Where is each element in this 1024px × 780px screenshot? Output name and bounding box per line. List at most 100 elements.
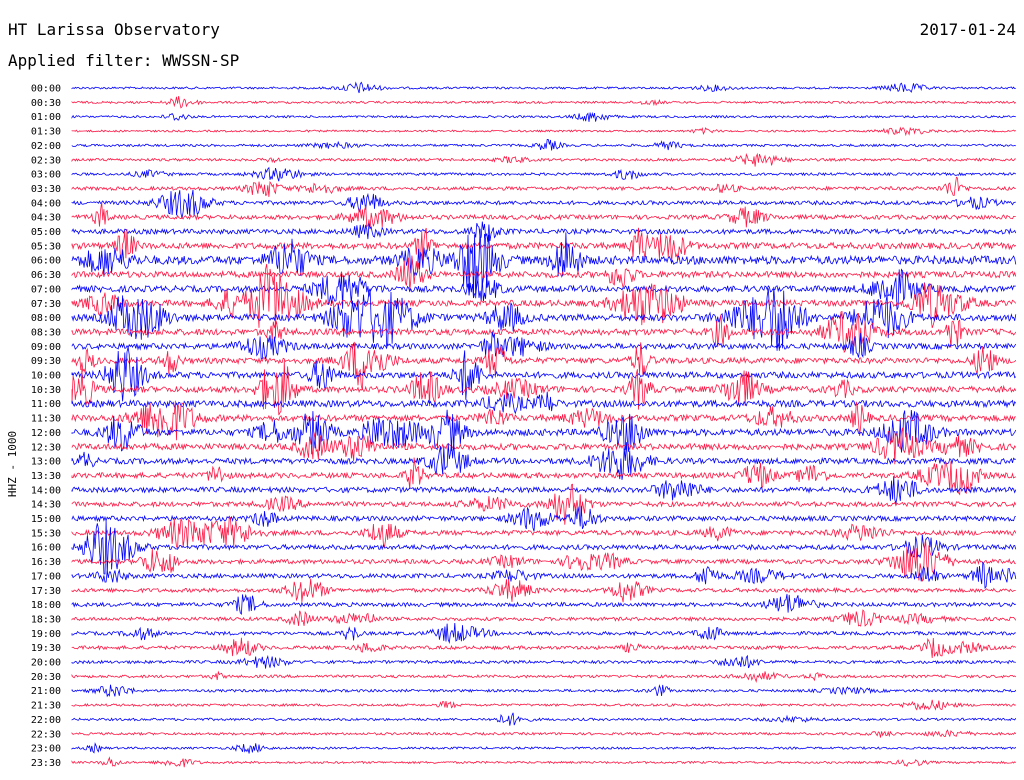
time-label-1100: 11:00 bbox=[31, 399, 61, 410]
trace-2200 bbox=[71, 712, 1017, 726]
trace-1330 bbox=[71, 457, 1016, 496]
time-label-1400: 14:00 bbox=[31, 485, 61, 496]
time-label-0630: 06:30 bbox=[31, 270, 61, 281]
trace-1200 bbox=[71, 409, 1017, 455]
trace-1630 bbox=[71, 538, 1016, 582]
time-label-0030: 00:30 bbox=[31, 98, 61, 109]
trace-0500 bbox=[71, 221, 1017, 243]
time-label-1830: 18:30 bbox=[31, 614, 61, 625]
trace-1700 bbox=[71, 561, 1017, 589]
trace-1030 bbox=[71, 360, 1017, 416]
trace-0730 bbox=[71, 263, 1017, 339]
time-label-0600: 06:00 bbox=[31, 256, 61, 267]
time-label-1800: 18:00 bbox=[31, 600, 61, 611]
time-label-0500: 05:00 bbox=[31, 227, 61, 238]
trace-0100 bbox=[71, 111, 1016, 122]
time-label-1330: 13:30 bbox=[31, 471, 61, 482]
time-label-0700: 07:00 bbox=[31, 284, 61, 295]
time-label-1630: 16:30 bbox=[31, 557, 61, 568]
trace-1230 bbox=[71, 427, 1017, 465]
time-label-2000: 20:00 bbox=[31, 658, 61, 669]
filter-prefix: Applied filter: bbox=[8, 51, 153, 70]
trace-0600 bbox=[71, 228, 1017, 299]
trace-0630 bbox=[71, 255, 1017, 292]
time-label-0530: 05:30 bbox=[31, 241, 61, 252]
trace-2030 bbox=[71, 670, 1017, 683]
trace-0230 bbox=[71, 152, 1016, 167]
trace-0830 bbox=[71, 310, 1017, 354]
trace-1930 bbox=[71, 637, 1017, 659]
filter-value: WWSSN-SP bbox=[162, 51, 240, 70]
time-label-2030: 20:30 bbox=[31, 672, 61, 683]
trace-0200 bbox=[71, 138, 1016, 151]
time-label-2300: 23:00 bbox=[31, 744, 61, 755]
trace-0800 bbox=[71, 286, 1017, 351]
trace-0030 bbox=[71, 95, 1017, 109]
trace-1400 bbox=[71, 476, 1017, 504]
time-label-1230: 12:30 bbox=[31, 442, 61, 453]
time-label-1730: 17:30 bbox=[31, 586, 61, 597]
trace-0700 bbox=[71, 268, 1016, 310]
trace-1130 bbox=[71, 400, 1016, 441]
time-label-1700: 17:00 bbox=[31, 571, 61, 582]
trace-0400 bbox=[71, 189, 1016, 219]
trace-1100 bbox=[71, 391, 1017, 415]
time-label-1930: 19:30 bbox=[31, 643, 61, 654]
trace-2300 bbox=[71, 742, 1017, 754]
time-label-0130: 01:30 bbox=[31, 127, 61, 138]
time-label-0900: 09:00 bbox=[31, 342, 61, 353]
seismic-traces bbox=[71, 81, 1017, 768]
time-label-1030: 10:30 bbox=[31, 385, 61, 396]
trace-2330 bbox=[71, 756, 1017, 768]
trace-0300 bbox=[71, 166, 1017, 182]
time-label-1200: 12:00 bbox=[31, 428, 61, 439]
time-label-0800: 08:00 bbox=[31, 313, 61, 324]
time-label-0000: 00:00 bbox=[31, 84, 61, 95]
trace-1430 bbox=[71, 483, 1017, 525]
time-label-2130: 21:30 bbox=[31, 701, 61, 712]
time-label-1000: 10:00 bbox=[31, 371, 61, 382]
trace-2000 bbox=[71, 654, 1016, 669]
trace-0430 bbox=[71, 201, 1016, 230]
time-label-2100: 21:00 bbox=[31, 686, 61, 697]
trace-2230 bbox=[71, 729, 1017, 738]
time-label-1430: 14:30 bbox=[31, 500, 61, 511]
time-label-0100: 01:00 bbox=[31, 112, 61, 123]
trace-1530 bbox=[71, 516, 1017, 550]
trace-0000 bbox=[71, 81, 1016, 94]
trace-0130 bbox=[71, 126, 1017, 137]
time-label-1600: 16:00 bbox=[31, 543, 61, 554]
time-label-1130: 11:30 bbox=[31, 414, 61, 425]
trace-0930 bbox=[71, 341, 1017, 390]
trace-2130 bbox=[71, 699, 1016, 711]
time-label-0430: 04:30 bbox=[31, 213, 61, 224]
time-label-1300: 13:00 bbox=[31, 457, 61, 468]
time-label-0830: 08:30 bbox=[31, 327, 61, 338]
time-label-1530: 15:30 bbox=[31, 528, 61, 539]
trace-0330 bbox=[71, 176, 1016, 197]
time-label-0400: 04:00 bbox=[31, 198, 61, 209]
trace-1830 bbox=[71, 609, 1017, 627]
time-label-1900: 19:00 bbox=[31, 629, 61, 640]
trace-1600 bbox=[71, 520, 1017, 575]
trace-1000 bbox=[71, 346, 1017, 402]
time-labels: 00:00 00:30 01:00 01:30 02:00 02:30 03:00 03:30… bbox=[31, 84, 61, 769]
time-label-2200: 22:00 bbox=[31, 715, 61, 726]
time-label-0230: 02:30 bbox=[31, 155, 61, 166]
trace-1800 bbox=[71, 593, 1016, 615]
time-label-0730: 07:30 bbox=[31, 299, 61, 310]
trace-2100 bbox=[71, 684, 1017, 698]
time-label-2330: 23:30 bbox=[31, 758, 61, 769]
trace-0530 bbox=[71, 227, 1017, 267]
time-label-0200: 02:00 bbox=[31, 141, 61, 152]
time-label-2230: 22:30 bbox=[31, 729, 61, 740]
trace-1900 bbox=[71, 622, 1016, 644]
time-label-0930: 09:30 bbox=[31, 356, 61, 367]
trace-1300 bbox=[71, 442, 1016, 480]
filter-label: Applied filter: WWSSN-SP bbox=[8, 51, 239, 70]
trace-0900 bbox=[71, 331, 1017, 360]
date-label: 2017-01-24 bbox=[919, 20, 1016, 39]
trace-1500 bbox=[71, 505, 1016, 532]
station-title: HT Larissa Observatory bbox=[8, 20, 220, 39]
